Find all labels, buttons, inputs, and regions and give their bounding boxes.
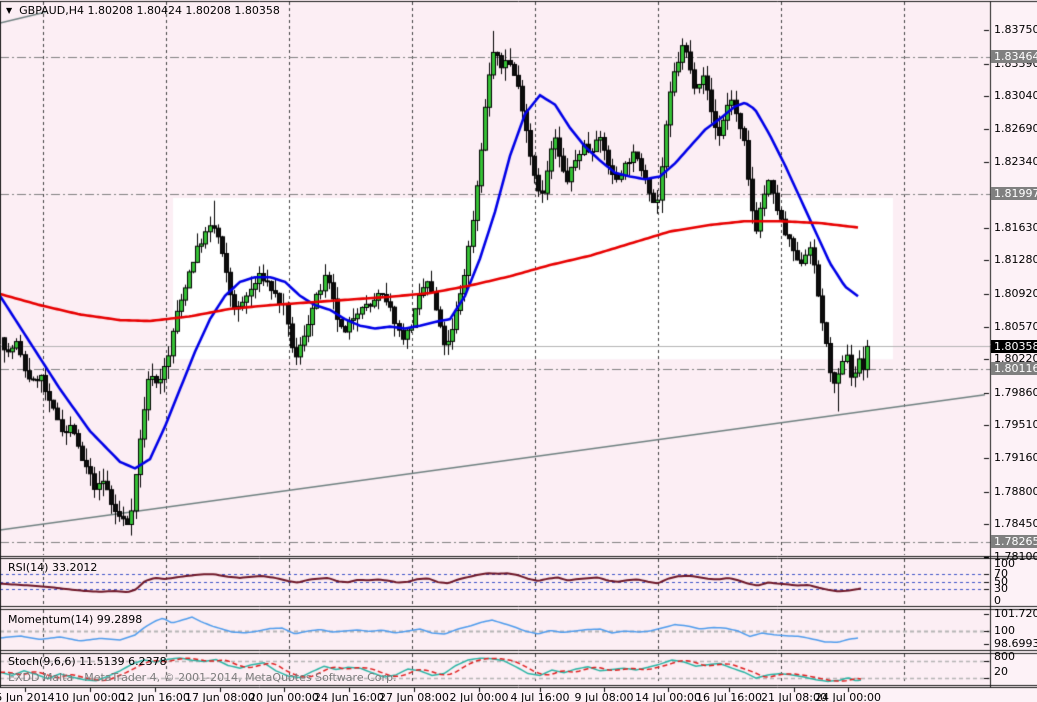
price-axis-tick-label: 1.78100 xyxy=(994,550,1037,563)
price-axis-tick-label: 1.82690 xyxy=(994,121,1037,135)
symbol-ohlc-text: GBPAUD,H4 1.80208 1.80424 1.80208 1.8035… xyxy=(19,4,280,17)
rsi-axis-label: 30 xyxy=(994,582,1008,596)
price-axis-tick-label: 1.81280 xyxy=(994,253,1037,267)
price-axis-tick-label: 1.83040 xyxy=(994,89,1037,103)
rsi-axis-label: 100 xyxy=(994,557,1015,570)
price-axis-tick-label: 1.79160 xyxy=(994,451,1037,465)
price-level-badge: 1.83464 xyxy=(991,50,1037,64)
rsi-indicator-label: RSI(14) 33.2012 xyxy=(8,561,98,574)
time-axis-label: 17 Jun 08:00 xyxy=(185,691,255,702)
price-axis-tick-label: 1.79510 xyxy=(994,418,1037,432)
price-level-badge: 1.80116 xyxy=(991,362,1037,376)
time-axis-label: 10 Jun 00:00 xyxy=(55,691,125,702)
time-axis-label: 5 Jun 2014 xyxy=(0,691,55,702)
time-axis-label: 27 Jun 08:00 xyxy=(379,691,449,702)
rsi-axis-label: 70 xyxy=(994,567,1008,581)
time-axis-label: 2 Jul 00:00 xyxy=(449,691,509,702)
price-axis-tick-label: 1.78450 xyxy=(994,517,1037,531)
time-axis-label: 24 Jul 00:00 xyxy=(815,691,881,702)
time-axis-label: 20 Jun 00:00 xyxy=(249,691,319,702)
price-axis-tick-label: 1.80220 xyxy=(994,352,1037,366)
price-level-badge: 1.80358 xyxy=(991,339,1037,353)
time-axis-label: 21 Jul 08:00 xyxy=(761,691,827,702)
momentum-indicator-label: Momentum(14) 99.2898 xyxy=(8,613,143,626)
price-axis-tick-label: 1.78800 xyxy=(994,484,1037,498)
price-axis-tick-label: 1.80920 xyxy=(994,286,1037,300)
price-level-badge: 1.78265 xyxy=(991,535,1037,549)
momentum-axis-label: 101.7205 xyxy=(994,606,1037,620)
momentum-axis-label: 98.6993 xyxy=(994,636,1037,650)
stoch-axis-label: 800 xyxy=(994,650,1015,663)
price-axis-tick-label: 1.82340 xyxy=(994,154,1037,168)
price-axis-tick-label: 1.79860 xyxy=(994,385,1037,399)
time-axis-label: 16 Jul 16:00 xyxy=(696,691,762,702)
broker-watermark: EXDD Malta - MetaTrader 4, © 2001-2014, … xyxy=(8,671,397,684)
stoch-axis-label: 20 xyxy=(994,665,1008,678)
time-axis-label: 24 Jun 16:00 xyxy=(314,691,384,702)
price-axis-tick-label: 1.80570 xyxy=(994,319,1037,333)
time-axis-label: 14 Jul 00:00 xyxy=(635,691,701,702)
rsi-axis-label: 0 xyxy=(994,594,1001,607)
symbol-header: ▼ GBPAUD,H4 1.80208 1.80424 1.80208 1.80… xyxy=(6,4,280,17)
momentum-axis-label: 100 xyxy=(994,624,1015,637)
price-level-badge: 1.81997 xyxy=(991,187,1037,200)
rsi-axis-label: 50 xyxy=(994,574,1008,588)
chevron-down-icon[interactable]: ▼ xyxy=(6,5,13,15)
price-axis-tick-label: 1.81630 xyxy=(994,220,1037,234)
time-axis-label: 9 Jul 08:00 xyxy=(574,691,634,702)
stochastic-indicator-label: Stoch(9,6,6) 11.5139 6.2378 xyxy=(8,655,167,668)
time-axis-label: 12 Jun 16:00 xyxy=(120,691,190,702)
time-axis-label: 4 Jul 16:00 xyxy=(510,691,570,702)
price-axis-tick-label: 1.83750 xyxy=(994,23,1037,36)
